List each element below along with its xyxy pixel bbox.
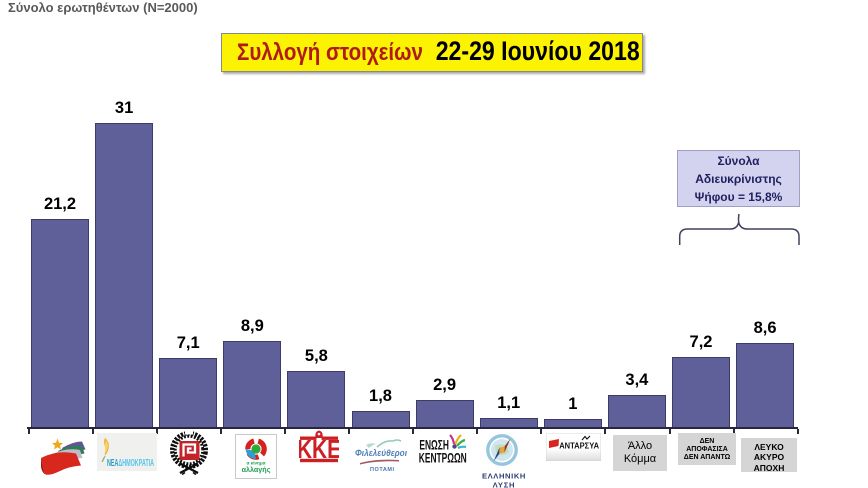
svg-text:ΑΝΤΑΡΣΥΑ: ΑΝΤΑΡΣΥΑ (559, 441, 599, 451)
svg-text:Φιλελεύθεροι: Φιλελεύθεροι (355, 448, 407, 459)
svg-text:ΛΥΣΗ: ΛΥΣΗ (493, 481, 516, 488)
svg-text:ΚΚΕ: ΚΚΕ (299, 435, 339, 463)
svg-text:α κίνημα: α κίνημα (247, 460, 266, 465)
svg-text:αλλαγής: αλλαγής (242, 465, 271, 474)
svg-text:ΝΕΑΔΗΜΟΚΡΑΤΙΑ: ΝΕΑΔΗΜΟΚΡΑΤΙΑ (107, 458, 154, 469)
svg-text:ΕΝΩΣΗ: ΕΝΩΣΗ (419, 439, 448, 454)
svg-text:ΚΕΝΤΡΩΩΝ: ΚΕΝΤΡΩΩΝ (419, 452, 467, 465)
svg-text:ΕΛΛΗΝΙΚΗ: ΕΛΛΗΝΙΚΗ (482, 472, 526, 481)
svg-text:ΠΟΤΑΜΙ: ΠΟΤΑΜΙ (370, 467, 394, 473)
